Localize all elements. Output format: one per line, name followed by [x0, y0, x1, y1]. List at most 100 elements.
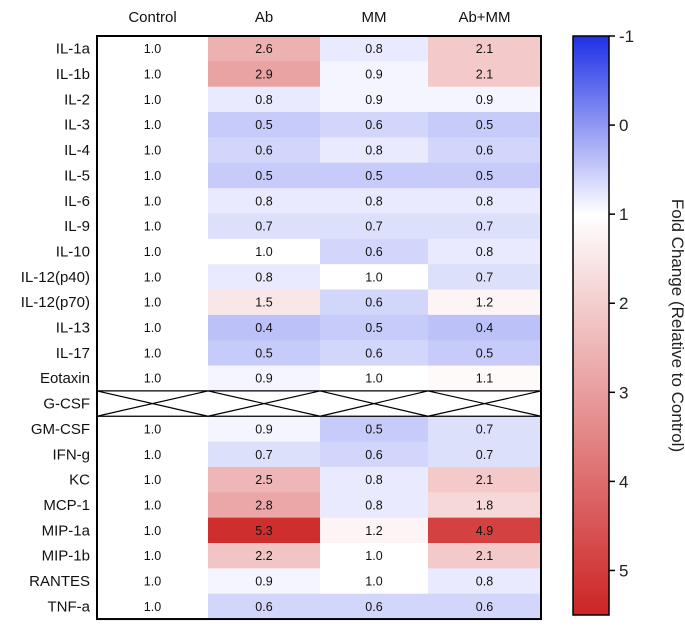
- heatmap-cell: [320, 517, 428, 544]
- heatmap-cell: [428, 416, 541, 442]
- row-label: IL-10: [56, 243, 90, 260]
- cell-value-label: 0.8: [476, 194, 493, 208]
- cell-value-label: 2.5: [255, 473, 272, 487]
- heatmap-cell: [208, 466, 320, 493]
- heatmap-cell: [428, 36, 541, 62]
- colorbar-tick-label: 0: [619, 116, 628, 135]
- heatmap-cell: [428, 568, 541, 595]
- cell-value-label: 1.0: [144, 346, 161, 360]
- colorbar-tick-label: -1: [619, 27, 634, 46]
- heatmap-cell: [97, 593, 208, 620]
- cell-value-label: 0.5: [365, 169, 382, 183]
- heatmap-cell: [208, 36, 320, 62]
- heatmap-cell: [97, 213, 208, 240]
- cell-value-label: 2.9: [255, 68, 272, 82]
- heatmap-cell: [428, 543, 541, 569]
- row-label: G-CSF: [43, 396, 90, 413]
- row-label: MIP-1b: [42, 548, 90, 565]
- cell-value-label: 1.1: [476, 372, 493, 386]
- heatmap-cell: [320, 36, 428, 62]
- cell-value-label: 0.6: [476, 144, 493, 158]
- cell-value-label: 1.5: [255, 296, 272, 310]
- heatmap-cell: [208, 213, 320, 240]
- heatmap-cell: [320, 137, 428, 164]
- cell-value-label: 1.0: [144, 524, 161, 538]
- cell-value-label: 0.8: [365, 194, 382, 208]
- heatmap-cell: [428, 365, 541, 392]
- heatmap-cell: [320, 112, 428, 138]
- heatmap-cell: [208, 517, 320, 544]
- cell-value-label: 0.5: [476, 169, 493, 183]
- cell-value-label: 0.7: [255, 448, 272, 462]
- cell-value-label: 0.9: [365, 93, 382, 107]
- heatmap-cell: [97, 188, 208, 214]
- heatmap-cell: [208, 137, 320, 164]
- heatmap-cell: [320, 264, 428, 290]
- missing-cross-line: [427, 390, 542, 417]
- cell-value-label: 0.6: [365, 245, 382, 259]
- heatmap-cell: [97, 264, 208, 290]
- row-label: IL-1a: [56, 41, 91, 58]
- cell-value-label: 0.7: [476, 448, 493, 462]
- row-label: MIP-1a: [42, 522, 91, 539]
- cell-value-label: 0.6: [365, 296, 382, 310]
- heatmap-cell: [208, 340, 320, 366]
- column-header: MM: [362, 9, 387, 26]
- heatmap-cell: [428, 264, 541, 290]
- cell-value-label: 0.6: [476, 600, 493, 614]
- cell-value-label: 0.6: [365, 600, 382, 614]
- heatmap-cell: [428, 162, 541, 189]
- cell-value-label: 0.5: [255, 346, 272, 360]
- row-label: IL-13: [56, 320, 90, 337]
- cell-value-label: 0.8: [255, 270, 272, 284]
- cell-value-label: 4.9: [476, 524, 493, 538]
- cell-value-label: 0.6: [255, 600, 272, 614]
- cell-value-label: 1.0: [144, 42, 161, 56]
- cell-value-label: 0.6: [255, 144, 272, 158]
- heatmap-cell: [208, 61, 320, 88]
- heatmap-cell: [320, 441, 428, 468]
- cell-value-label: 0.7: [476, 270, 493, 284]
- heatmap-cell: [320, 86, 428, 113]
- cell-value-label: 1.0: [144, 118, 161, 132]
- cell-value-label: 0.5: [255, 118, 272, 132]
- heatmap-cell: [208, 264, 320, 290]
- cell-value-label: 0.8: [365, 144, 382, 158]
- heatmap-cell: [320, 416, 428, 442]
- heatmap-cell: [208, 289, 320, 316]
- cell-value-label: 0.7: [476, 422, 493, 436]
- heatmap-cell: [428, 289, 541, 316]
- cell-value-label: 1.0: [144, 245, 161, 259]
- heatmap-cell: [320, 593, 428, 620]
- colorbar-tick-label: 3: [619, 383, 628, 402]
- colorbar-ticks: -1 0 1 2 3 4 5: [609, 27, 634, 580]
- heatmap-cell: [428, 61, 541, 88]
- row-label: IFN-g: [53, 446, 91, 463]
- heatmap-cell: [97, 162, 208, 189]
- heatmap-cell: [97, 543, 208, 569]
- cell-value-label: 1.0: [365, 372, 382, 386]
- heatmap-cell: [208, 593, 320, 620]
- heatmap-cells: 1.0 2.6 0.8 2.1 1.0 2.9 0.9 2.1 1.0 0.8 0.9 0.9 1.0 0…: [97, 36, 541, 620]
- colorbar-tick-label: 4: [619, 472, 628, 491]
- cell-value-label: 2.1: [476, 473, 493, 487]
- cell-value-label: 1.0: [144, 169, 161, 183]
- cell-value-label: 0.6: [365, 118, 382, 132]
- cell-value-label: 1.0: [144, 68, 161, 82]
- heatmap-cell: [97, 466, 208, 493]
- missing-cross-line: [319, 390, 429, 417]
- cell-value-label: 1.0: [144, 93, 161, 107]
- colorbar: [572, 35, 610, 616]
- row-label: IL-5: [64, 167, 90, 184]
- cell-value-label: 1.0: [144, 448, 161, 462]
- cell-value-label: 1.0: [144, 144, 161, 158]
- heatmap-cell: [97, 568, 208, 595]
- row-label: GM-CSF: [31, 421, 90, 438]
- cell-value-label: 5.3: [255, 524, 272, 538]
- cell-value-label: 0.5: [476, 118, 493, 132]
- heatmap-cell: [428, 466, 541, 493]
- row-label: IL-1b: [56, 66, 90, 83]
- heatmap-cell: [208, 416, 320, 442]
- row-label: IL-12(p70): [21, 294, 90, 311]
- heatmap-cell: [97, 492, 208, 519]
